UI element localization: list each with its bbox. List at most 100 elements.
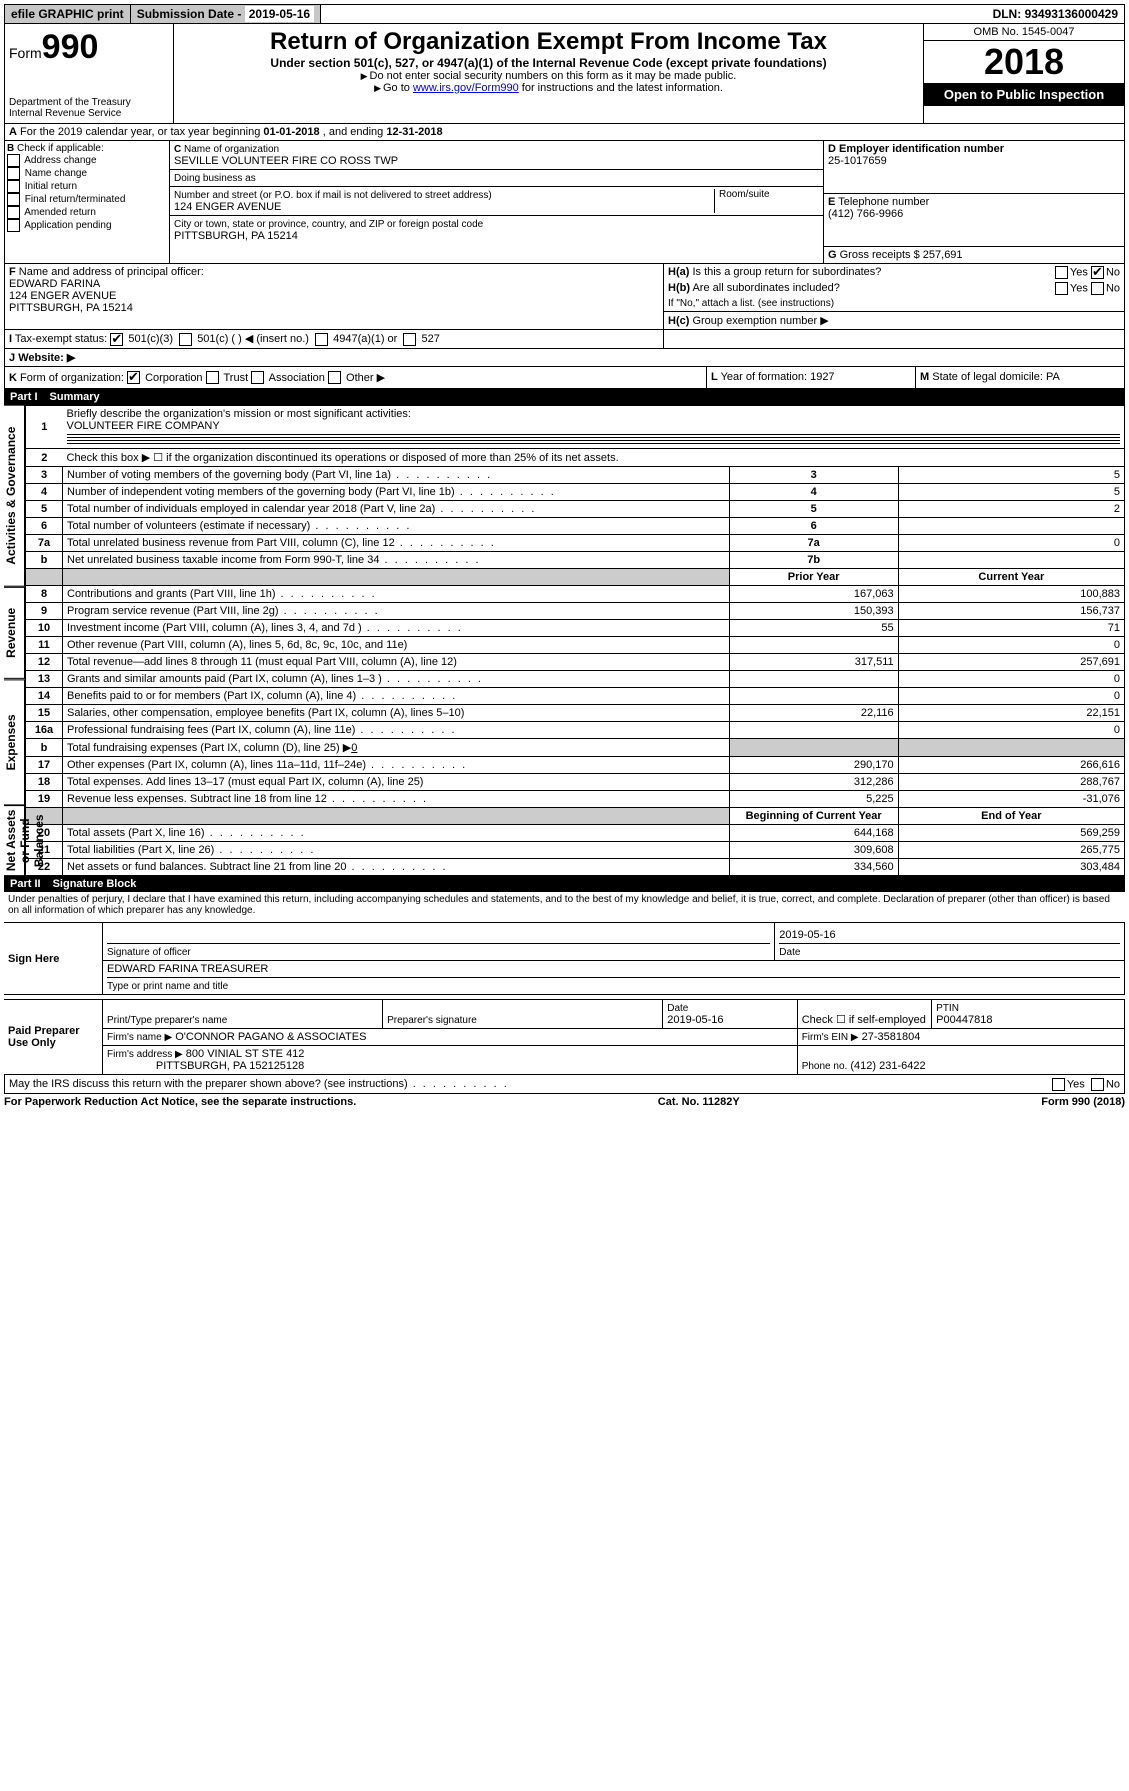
l-value: 1927 bbox=[810, 371, 834, 383]
paid-preparer: Paid Preparer Use Only bbox=[4, 1000, 103, 1075]
form-number: Form990 bbox=[9, 28, 169, 67]
check-amended[interactable] bbox=[7, 206, 20, 219]
section-c: C Name of organization SEVILLE VOLUNTEER… bbox=[170, 141, 823, 263]
ha-yes[interactable] bbox=[1055, 266, 1068, 279]
r4-t: Number of independent voting members of … bbox=[63, 484, 730, 501]
check-initial[interactable] bbox=[7, 180, 20, 193]
instructions-link[interactable]: www.irs.gov/Form990 bbox=[413, 82, 519, 94]
note-link: Go to www.irs.gov/Form990 for instructio… bbox=[178, 82, 919, 94]
hb-yes[interactable] bbox=[1055, 282, 1068, 295]
opt-initial: Initial return bbox=[25, 181, 77, 192]
section-i: I Tax-exempt status: 501(c)(3) 501(c) ( … bbox=[5, 330, 664, 348]
r6-t: Total number of volunteers (estimate if … bbox=[63, 518, 730, 535]
r15-t: Salaries, other compensation, employee b… bbox=[63, 705, 730, 722]
pp-sig-label: Preparer's signature bbox=[387, 1015, 477, 1026]
i-o3: 4947(a)(1) or bbox=[333, 333, 397, 345]
ha-no[interactable] bbox=[1091, 266, 1104, 279]
r17-t: Other expenses (Part IX, column (A), lin… bbox=[63, 757, 730, 774]
k-other[interactable] bbox=[328, 371, 341, 384]
hb-no[interactable] bbox=[1091, 282, 1104, 295]
firm-addr: 800 VINIAL ST STE 412 bbox=[186, 1048, 305, 1060]
check-address-change[interactable] bbox=[7, 154, 20, 167]
r19-cy: -31,076 bbox=[898, 791, 1124, 808]
a-mid: , and ending bbox=[320, 126, 387, 138]
r8-py: 167,063 bbox=[729, 586, 898, 603]
footer: For Paperwork Reduction Act Notice, see … bbox=[4, 1094, 1125, 1110]
i-501c3[interactable] bbox=[110, 333, 123, 346]
r16b-v: 0 bbox=[351, 742, 357, 754]
hc-text: Group exemption number ▶ bbox=[692, 315, 828, 327]
form-990: 990 bbox=[42, 28, 99, 66]
r19-t: Revenue less expenses. Subtract line 18 … bbox=[63, 791, 730, 808]
side-rev: Revenue bbox=[4, 587, 25, 679]
check-name-change[interactable] bbox=[7, 167, 20, 180]
r20-t: Total assets (Part X, line 16) bbox=[63, 825, 730, 842]
h-continued bbox=[664, 330, 1124, 348]
section-a: A For the 2019 calendar year, or tax yea… bbox=[4, 124, 1125, 141]
goto-suffix: for instructions and the latest informat… bbox=[519, 82, 723, 94]
k-trust[interactable] bbox=[206, 371, 219, 384]
date-label: Date bbox=[779, 947, 800, 958]
declaration: Under penalties of perjury, I declare th… bbox=[4, 892, 1125, 918]
opt-amended: Amended return bbox=[24, 207, 96, 218]
r5-v: 2 bbox=[898, 501, 1124, 518]
col-bcy: Beginning of Current Year bbox=[729, 808, 898, 825]
r6-v bbox=[898, 518, 1124, 535]
discuss-yes[interactable] bbox=[1052, 1078, 1065, 1091]
footer-center: Cat. No. 11282Y bbox=[658, 1096, 740, 1108]
r7b-n: 7b bbox=[729, 552, 898, 569]
r7a-n: 7a bbox=[729, 535, 898, 552]
i-527[interactable] bbox=[403, 333, 416, 346]
f-label: Name and address of principal officer: bbox=[19, 266, 204, 278]
r16a-cy: 0 bbox=[898, 722, 1124, 739]
discuss-no[interactable] bbox=[1091, 1078, 1104, 1091]
dept-irs: Internal Revenue Service bbox=[9, 108, 169, 119]
k-corp[interactable] bbox=[127, 371, 140, 384]
g-label: Gross receipts $ bbox=[840, 249, 920, 261]
r15-cy: 22,151 bbox=[898, 705, 1124, 722]
header-right: OMB No. 1545-0047 2018 Open to Public In… bbox=[923, 24, 1124, 123]
org-name: SEVILLE VOLUNTEER FIRE CO ROSS TWP bbox=[174, 155, 398, 167]
r22-t: Net assets or fund balances. Subtract li… bbox=[63, 859, 730, 876]
section-m: M State of legal domicile: PA bbox=[916, 367, 1124, 389]
officer-name: EDWARD FARINA bbox=[9, 278, 100, 290]
r3-n: 3 bbox=[729, 467, 898, 484]
org-city: PITTSBURGH, PA 15214 bbox=[174, 230, 298, 242]
r8-t: Contributions and grants (Part VIII, lin… bbox=[63, 586, 730, 603]
phone-value: (412) 766-9966 bbox=[828, 208, 903, 220]
sign-here: Sign Here bbox=[4, 923, 103, 995]
firm-name: O'CONNOR PAGANO & ASSOCIATES bbox=[175, 1031, 366, 1043]
r20-cy: 569,259 bbox=[898, 825, 1124, 842]
k-assoc[interactable] bbox=[251, 371, 264, 384]
section-l: L Year of formation: 1927 bbox=[707, 367, 916, 389]
check-final[interactable] bbox=[7, 193, 20, 206]
pp-phone-label: Phone no. bbox=[802, 1061, 848, 1072]
sig-officer-label: Signature of officer bbox=[107, 947, 191, 958]
part1-body: Activities & Governance Revenue Expenses… bbox=[4, 405, 1125, 876]
discuss-row: May the IRS discuss this return with the… bbox=[4, 1075, 1125, 1094]
r11-t: Other revenue (Part VIII, column (A), li… bbox=[63, 637, 730, 654]
efile-print-button[interactable]: efile GRAPHIC print bbox=[5, 5, 131, 23]
i-4947[interactable] bbox=[315, 333, 328, 346]
r4-v: 5 bbox=[898, 484, 1124, 501]
check-app-pending[interactable] bbox=[7, 219, 20, 232]
col-py: Prior Year bbox=[729, 569, 898, 586]
opt-final: Final return/terminated bbox=[25, 194, 126, 205]
r14-t: Benefits paid to or for members (Part IX… bbox=[63, 688, 730, 705]
pp-name-label: Print/Type preparer's name bbox=[107, 1015, 227, 1026]
r13-py bbox=[729, 671, 898, 688]
r6-n: 6 bbox=[729, 518, 898, 535]
omb-number: OMB No. 1545-0047 bbox=[924, 24, 1124, 41]
opt-address: Address change bbox=[24, 155, 96, 166]
k-o3: Association bbox=[269, 372, 325, 384]
opt-pending: Application pending bbox=[24, 220, 111, 231]
mission: VOLUNTEER FIRE COMPANY bbox=[67, 420, 220, 432]
header-mid: Return of Organization Exempt From Incom… bbox=[174, 24, 923, 123]
section-b: B Check if applicable: Address change Na… bbox=[5, 141, 170, 263]
footer-left: For Paperwork Reduction Act Notice, see … bbox=[4, 1096, 356, 1108]
i-501c[interactable] bbox=[179, 333, 192, 346]
ptin-label: PTIN bbox=[936, 1003, 959, 1014]
r11-cy: 0 bbox=[898, 637, 1124, 654]
sig-date: 2019-05-16 bbox=[779, 929, 835, 941]
r15-py: 22,116 bbox=[729, 705, 898, 722]
